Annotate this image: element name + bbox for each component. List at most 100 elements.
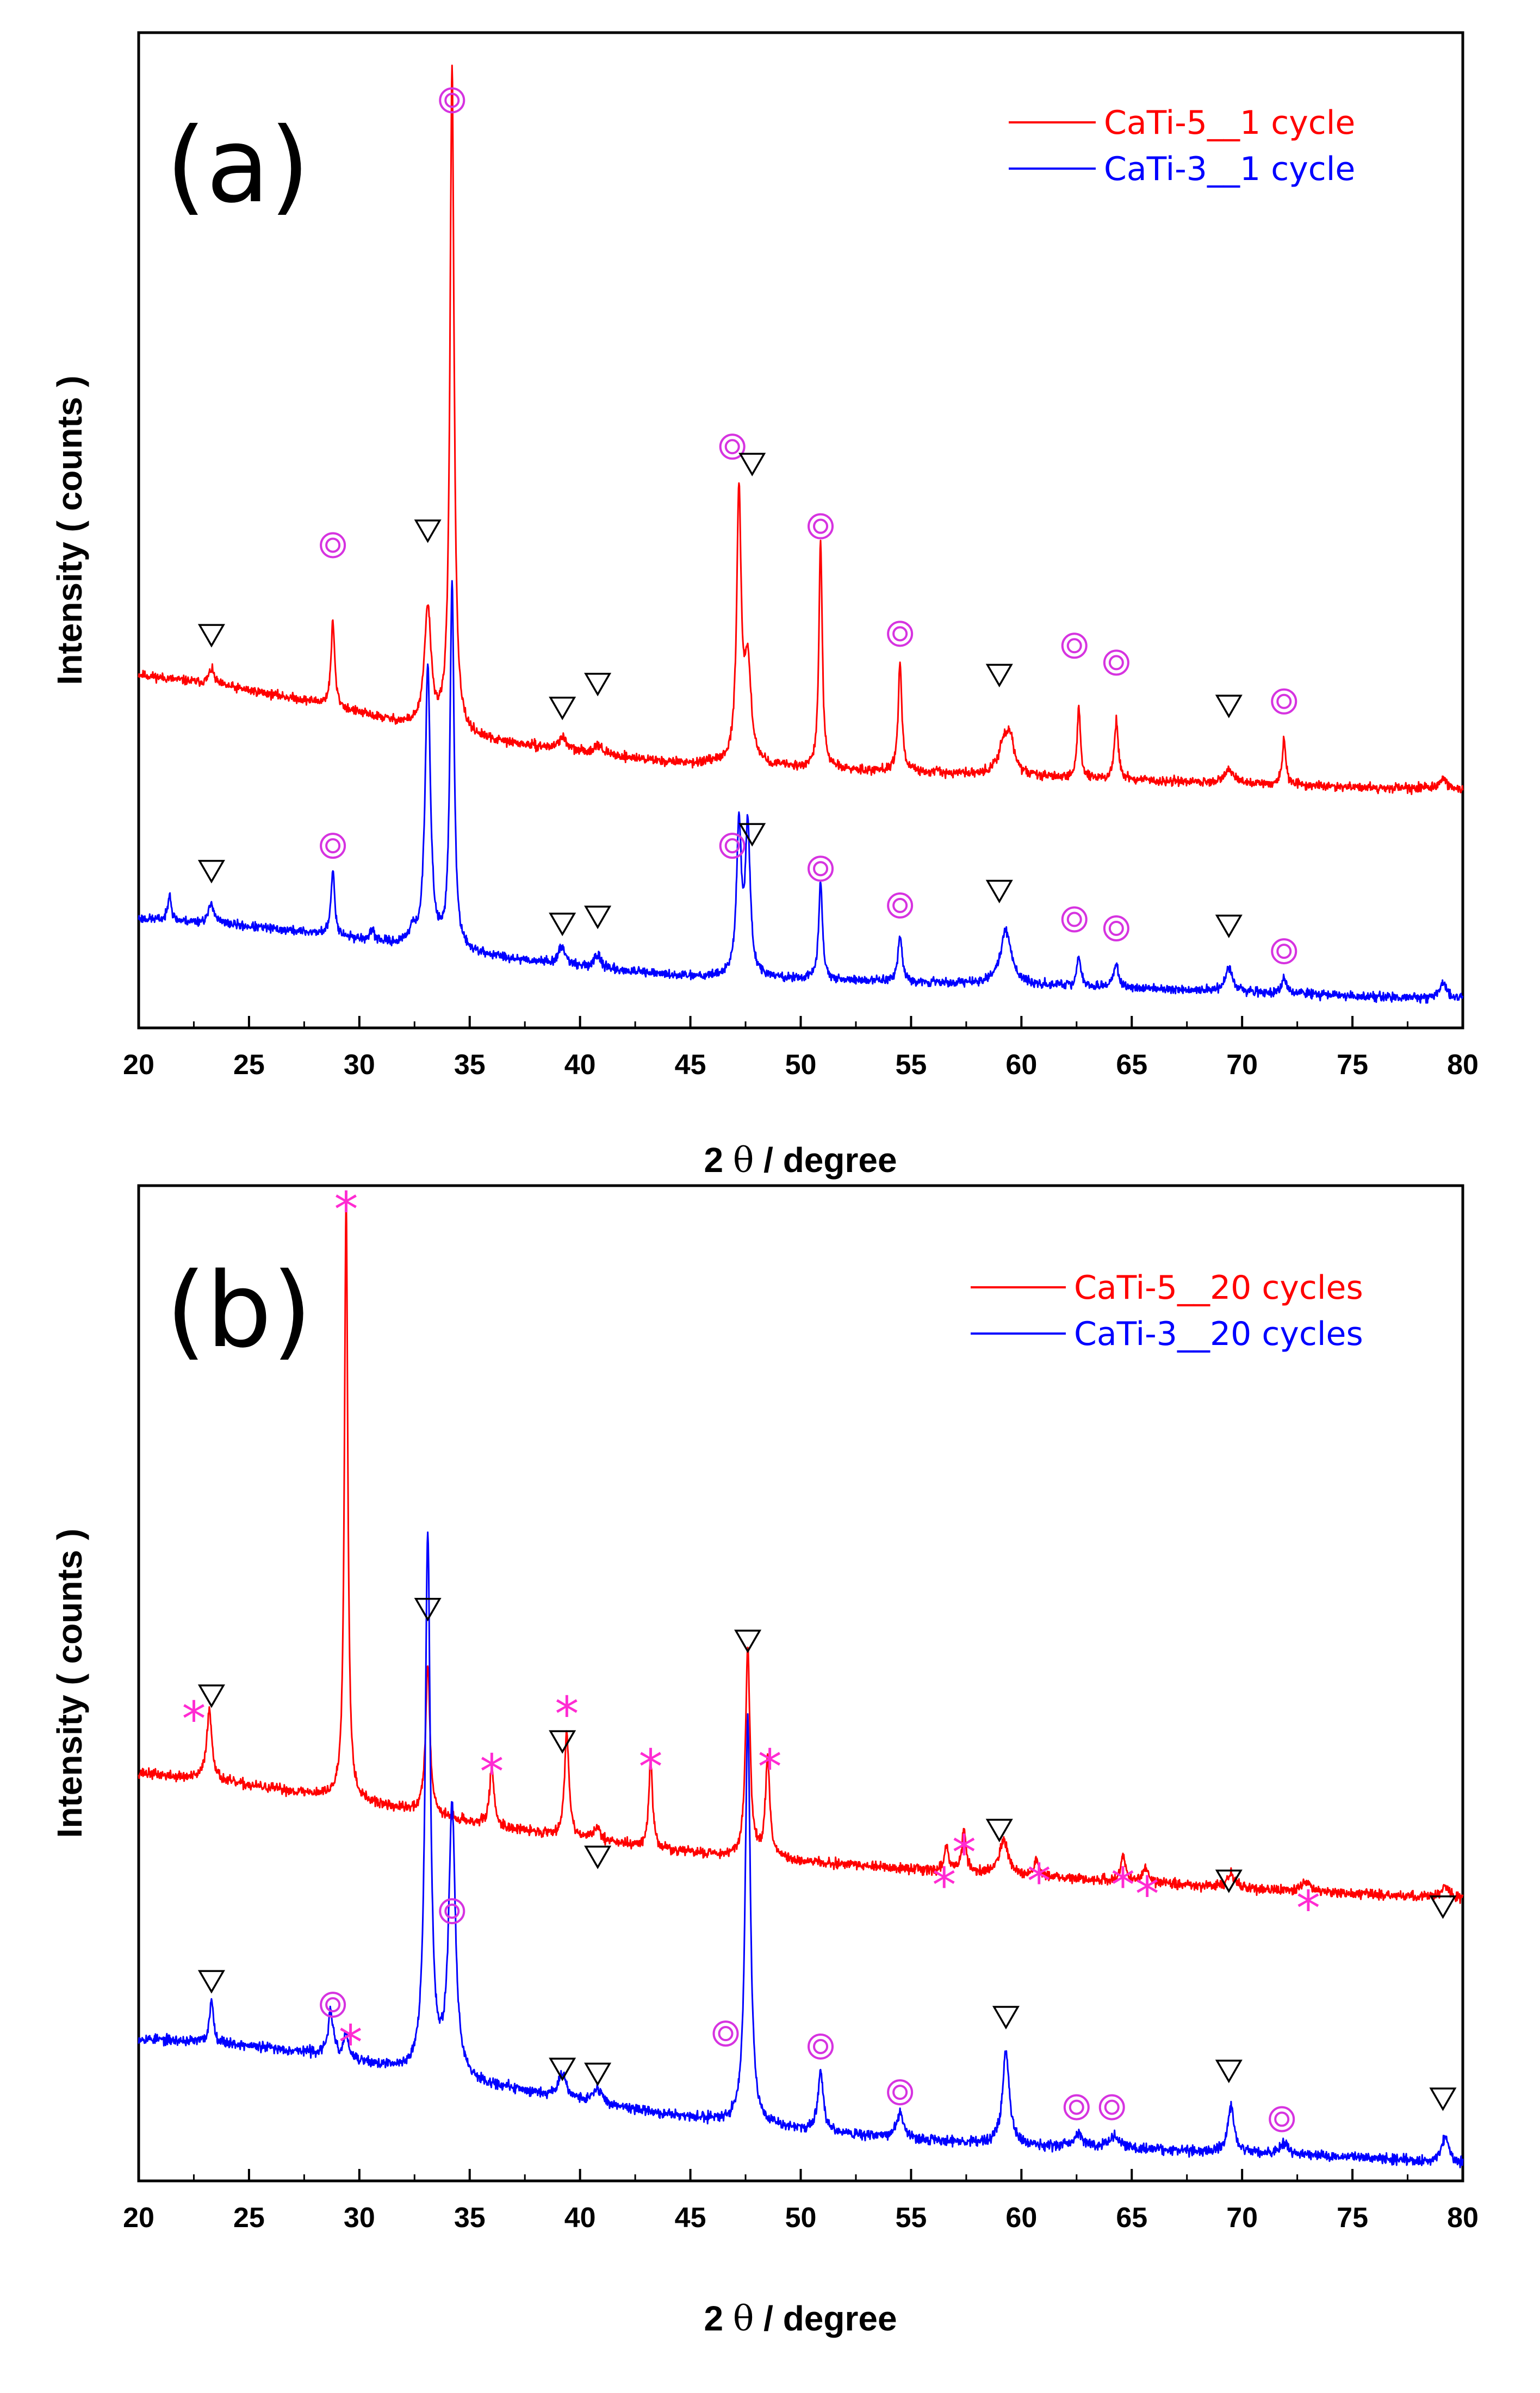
double-circle-icon (1061, 633, 1088, 659)
down-triangle-icon (1429, 2087, 1457, 2111)
panel-label-b: (b) (166, 1250, 312, 1371)
x-tick-label: 45 (675, 2202, 706, 2234)
x-tick-label: 30 (344, 2202, 375, 2234)
x-tick-label: 80 (1447, 1049, 1479, 1081)
asterisk-icon: * (1296, 1880, 1320, 1936)
x-tick-label: 40 (564, 1049, 596, 1081)
panel-b: ***** **** * * ** 20 25 30 35 40 45 50 55 60 65 70 75 80… (50, 1182, 1479, 2339)
asterisk-icon: * (339, 2014, 363, 2070)
asterisk-icon: * (932, 1857, 956, 1913)
double-circle-icon (439, 1898, 465, 1925)
down-triangle-icon (985, 879, 1013, 903)
down-triangle-icon (414, 1598, 442, 1622)
down-triangle-icon (738, 452, 766, 476)
double-circle-icon (808, 855, 834, 882)
down-triangle-icon (584, 673, 612, 697)
y-axis-title-b: Intensity ( counts ) (50, 1529, 89, 1838)
double-circle-icon (1269, 2106, 1295, 2132)
down-triangle-icon (549, 913, 576, 937)
down-triangle-icon (985, 664, 1013, 687)
x-tick-label: 45 (675, 1049, 706, 1081)
down-triangle-icon (1429, 1895, 1457, 1919)
legend-label-blue-b: CaTi-3__20 cycles (1074, 1315, 1363, 1353)
down-triangle-icon (549, 2057, 576, 2081)
down-triangle-icon (584, 1845, 612, 1869)
series-line-red (138, 1192, 1464, 1904)
down-triangle-icon (1215, 914, 1243, 939)
asterisk-icon: * (334, 1182, 358, 1238)
x-tick-label: 55 (895, 2202, 927, 2234)
x-tick-label: 55 (895, 1049, 927, 1081)
marker-layer-b: ***** **** * * ** (182, 1182, 1457, 2132)
down-triangle-icon (549, 696, 576, 721)
x-axis-title-b: 2 θ / degree (704, 2299, 897, 2339)
asterisk-icon: * (1135, 1867, 1159, 1923)
x-axis-title-a: 2 θ / degree (704, 1140, 897, 1181)
x-tick-label: 65 (1116, 2202, 1147, 2234)
y-axis-title-a: Intensity ( counts ) (50, 376, 89, 685)
double-circle-icon (808, 513, 834, 540)
x-tick-label: 80 (1447, 2202, 1479, 2234)
asterisk-icon: * (639, 1739, 663, 1795)
x-tick-label: 30 (344, 1049, 375, 1081)
panel-a: 20 25 30 35 40 45 50 55 60 65 70 75 80 (a) CaTi-5__1… (50, 31, 1479, 1181)
panel-label-a: (a) (166, 106, 310, 226)
double-circle-icon (887, 2079, 914, 2106)
x-ticks-a: 20 25 30 35 40 45 50 55 60 65 70 75 80 (123, 1016, 1479, 1081)
x-ticks-b: 20 25 30 35 40 45 50 55 60 65 70 75 80 (123, 2169, 1479, 2234)
legend-label-red-a: CaTi-5__1 cycle (1104, 104, 1355, 142)
asterisk-icon: * (952, 1825, 976, 1881)
legend-label-blue-a: CaTi-3__1 cycle (1104, 150, 1355, 188)
double-circle-icon (719, 833, 746, 859)
down-triangle-icon (197, 1684, 225, 1708)
asterisk-icon: * (182, 1691, 206, 1747)
legend-a: CaTi-5__1 cycle CaTi-3__1 cycle (1009, 104, 1355, 188)
asterisk-icon: * (1111, 1857, 1135, 1913)
double-circle-icon (1098, 2094, 1125, 2121)
asterisk-icon: * (555, 1686, 579, 1742)
x-tick-label: 75 (1337, 1049, 1368, 1081)
x-tick-label: 60 (1005, 1049, 1037, 1081)
down-triangle-icon (414, 519, 442, 543)
double-circle-icon (439, 87, 465, 114)
down-triangle-icon (1215, 1869, 1243, 1893)
double-circle-icon (1061, 906, 1088, 933)
x-tick-label: 60 (1005, 2202, 1037, 2234)
asterisk-icon: * (1027, 1853, 1051, 1910)
down-triangle-icon (734, 1629, 762, 1653)
x-tick-label: 25 (233, 1049, 265, 1081)
legend-b: CaTi-5__20 cycles CaTi-3__20 cycles (971, 1269, 1363, 1353)
down-triangle-icon (584, 906, 612, 929)
down-triangle-icon (985, 1819, 1013, 1843)
series-layer-b (138, 1192, 1464, 2168)
down-triangle-icon (197, 624, 225, 648)
x-tick-label: 35 (454, 2202, 486, 2234)
marker-layer-a (197, 87, 1297, 965)
series-line-red (138, 64, 1464, 795)
x-tick-label: 25 (233, 2202, 265, 2234)
asterisk-icon: * (480, 1744, 504, 1800)
x-tick-label: 70 (1226, 1049, 1258, 1081)
down-triangle-icon (197, 1970, 225, 1994)
x-tick-label: 50 (785, 2202, 817, 2234)
down-triangle-icon (584, 2062, 612, 2086)
double-circle-icon (1103, 915, 1129, 941)
x-tick-label: 35 (454, 1049, 486, 1081)
legend-label-red-b: CaTi-5__20 cycles (1074, 1269, 1363, 1307)
down-triangle-icon (549, 1730, 576, 1754)
double-circle-icon (1103, 649, 1129, 676)
series-line-blue (138, 1531, 1464, 2168)
double-circle-icon (1271, 688, 1297, 715)
x-tick-label: 50 (785, 1049, 817, 1081)
x-tick-label: 20 (123, 1049, 154, 1081)
down-triangle-icon (992, 2006, 1020, 2030)
double-circle-icon (320, 1992, 346, 2018)
double-circle-icon (320, 833, 346, 859)
double-circle-icon (320, 532, 346, 559)
x-tick-label: 65 (1116, 1049, 1147, 1081)
x-tick-label: 75 (1337, 2202, 1368, 2234)
down-triangle-icon (197, 860, 225, 884)
double-circle-icon (1271, 938, 1297, 965)
double-circle-icon (1063, 2094, 1090, 2121)
